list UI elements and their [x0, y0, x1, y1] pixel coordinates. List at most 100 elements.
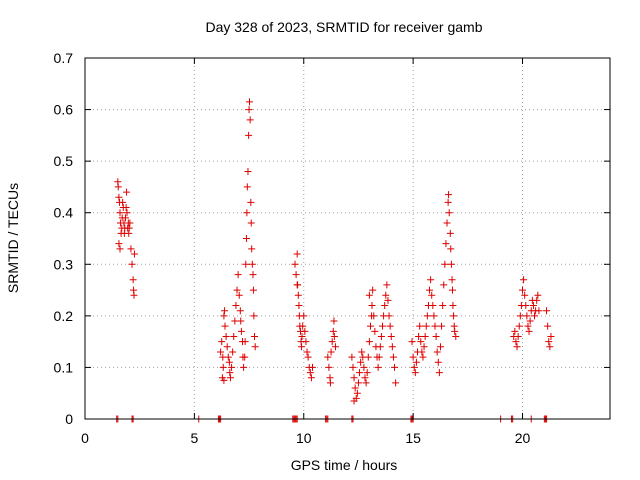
data-point [351, 384, 359, 392]
data-point [115, 193, 123, 201]
data-point [410, 363, 418, 371]
data-point [354, 379, 362, 387]
data-point [251, 332, 259, 340]
data-point [427, 276, 435, 284]
data-point [545, 338, 553, 346]
data-point [450, 312, 458, 320]
data-point [516, 312, 524, 320]
data-point [449, 286, 456, 294]
data-point [386, 322, 394, 330]
data-point [512, 338, 520, 346]
data-point [526, 317, 534, 325]
data-point [236, 307, 244, 315]
plot-frame [84, 57, 611, 420]
y-tick-label: 0 [65, 411, 73, 427]
data-point [430, 312, 438, 320]
data-point [418, 348, 426, 356]
data-point [130, 250, 138, 258]
data-point [438, 322, 446, 330]
data-point [389, 353, 397, 361]
y-tick-label: 0.1 [54, 359, 74, 375]
data-point [350, 397, 358, 405]
x-tick-label: 0 [81, 430, 89, 446]
data-point [447, 245, 455, 253]
data-point [221, 307, 229, 315]
data-point [445, 209, 453, 217]
data-point [250, 312, 258, 320]
data-point [328, 338, 336, 346]
data-point [387, 332, 395, 340]
y-tick-label: 0.6 [54, 102, 74, 118]
data-point [441, 260, 449, 268]
data-point [121, 214, 129, 222]
x-tick-label: 5 [190, 430, 198, 446]
data-point [443, 219, 451, 227]
data-point [360, 363, 368, 371]
data-point [304, 353, 312, 361]
data-point [330, 332, 338, 340]
data-point [544, 322, 552, 330]
data-point [222, 332, 230, 340]
data-point [126, 219, 134, 227]
data-point [436, 343, 444, 351]
data-point [235, 291, 243, 299]
data-point [377, 332, 385, 340]
data-point [221, 322, 229, 330]
data-point [376, 343, 384, 351]
data-point [237, 327, 245, 335]
data-point [248, 260, 256, 268]
data-point [521, 291, 529, 299]
data-point [361, 374, 369, 382]
data-point [368, 302, 376, 310]
data-point [449, 302, 457, 310]
data-point [246, 98, 253, 106]
data-point [116, 209, 124, 217]
data-point [409, 353, 417, 361]
data-point [300, 312, 308, 320]
data-point [428, 291, 436, 299]
data-point [435, 369, 443, 377]
data-point [123, 209, 131, 217]
data-point [419, 353, 427, 361]
data-point [249, 286, 257, 294]
data-point [362, 379, 370, 387]
y-axis-label: SRMTID / TECUs [5, 183, 21, 293]
chart-title: Day 328 of 2023, SRMTID for receiver gam… [205, 19, 482, 35]
data-point [363, 369, 371, 377]
data-point [226, 369, 234, 377]
data-point [383, 281, 391, 289]
data-point [520, 276, 528, 284]
data-point [382, 291, 390, 299]
data-point [243, 183, 251, 191]
grid-lines [85, 58, 610, 419]
data-point [445, 191, 453, 199]
axis-ticks: 0 0.1 0.2 0.3 0.4 0.5 0.6 0.7 0 5 10 15 20 [54, 50, 610, 446]
data-point [375, 353, 383, 361]
data-points [113, 98, 555, 423]
data-point [306, 369, 314, 377]
data-point [114, 183, 122, 191]
data-point [291, 260, 299, 268]
x-axis-label: GPS time / hours [291, 457, 398, 473]
data-point [125, 224, 133, 232]
y-tick-label: 0.4 [54, 205, 74, 221]
data-point [243, 209, 251, 217]
data-point [519, 286, 526, 294]
data-point [444, 198, 452, 206]
data-point [451, 327, 459, 335]
data-point [301, 327, 309, 335]
data-point [302, 338, 310, 346]
data-point [237, 317, 245, 325]
data-point [420, 343, 428, 351]
data-point [511, 327, 519, 335]
data-point [220, 376, 228, 384]
data-point [452, 332, 460, 340]
data-point [524, 322, 532, 330]
data-point [244, 167, 252, 175]
data-point [423, 312, 431, 320]
data-point [369, 286, 377, 294]
data-point [230, 332, 238, 340]
data-point [115, 240, 123, 248]
data-point [348, 353, 356, 361]
